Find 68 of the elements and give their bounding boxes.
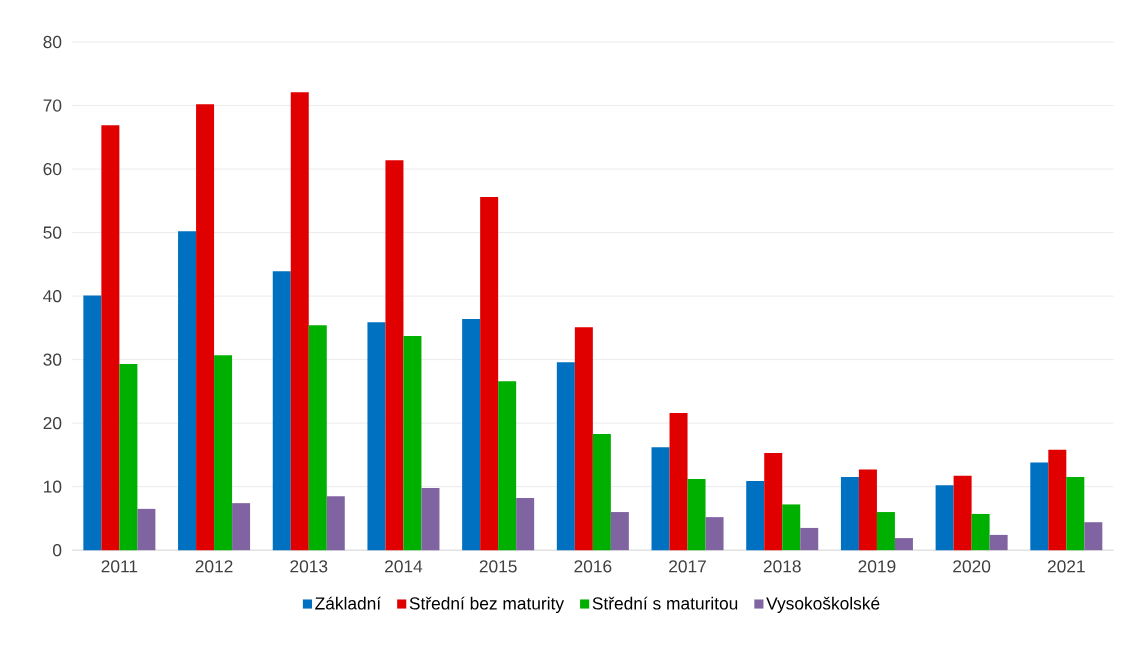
y-tick-label: 80 (43, 35, 62, 49)
bar (272, 271, 291, 551)
y-tick-label: 70 (43, 99, 62, 112)
y-tick-label: 50 (43, 226, 62, 239)
bar (119, 363, 138, 551)
bar (196, 104, 215, 551)
x-tick-label: 2016 (574, 560, 612, 573)
legend-label: Střední bez maturity (409, 596, 565, 613)
x-tick-label: 2013 (290, 560, 328, 573)
bar (610, 511, 629, 551)
x-tick-label: 2019 (858, 560, 896, 573)
bar (326, 496, 345, 551)
bar (746, 480, 765, 551)
bar (178, 231, 197, 551)
x-tick-label: 2020 (953, 560, 991, 573)
bar (840, 477, 859, 551)
bar (782, 504, 801, 551)
bar (705, 517, 724, 551)
x-tick-label: 2011 (101, 560, 138, 573)
bar (367, 322, 386, 551)
y-tick-label: 30 (43, 353, 62, 366)
bar (421, 487, 440, 551)
bar (971, 513, 990, 551)
bar (935, 485, 954, 551)
bar (651, 447, 670, 551)
bar (1066, 477, 1085, 551)
x-tick-label: 2018 (763, 560, 801, 573)
bar (858, 469, 877, 551)
bar (480, 196, 499, 551)
y-tick-label: 60 (43, 162, 62, 176)
bar (574, 327, 593, 551)
bar (894, 537, 913, 551)
bar (232, 503, 251, 551)
legend-label: Základní (315, 596, 382, 610)
x-tick-label: 2017 (669, 560, 706, 573)
bar (214, 355, 233, 551)
y-tick-label: 40 (43, 289, 62, 303)
bar (462, 318, 481, 551)
bar (1048, 449, 1067, 551)
x-tick-label: 2012 (195, 560, 233, 573)
y-tick-label: 20 (43, 416, 62, 430)
x-tick-label: 2014 (385, 560, 423, 573)
bar (1030, 462, 1049, 551)
legend-label: Střední s maturitou (592, 596, 738, 610)
y-tick-label: 10 (44, 480, 62, 493)
bar (592, 433, 611, 551)
bar (101, 125, 120, 551)
x-tick-label: 2021 (1047, 560, 1085, 573)
bar (83, 295, 102, 551)
bar (800, 527, 819, 551)
bar (989, 534, 1008, 551)
bar (290, 92, 309, 551)
bar (556, 362, 575, 551)
bar (687, 478, 706, 551)
bar (516, 497, 535, 551)
bar (876, 511, 895, 551)
bar (669, 412, 688, 551)
x-tick-label: 2015 (479, 560, 517, 573)
legend-label: Vysokoškolské (766, 596, 880, 613)
bar (764, 452, 783, 551)
bar (308, 325, 327, 551)
bar (403, 336, 422, 551)
bar (953, 475, 972, 551)
bar (137, 508, 156, 551)
bar (498, 381, 517, 551)
bar (1084, 522, 1103, 551)
bar (385, 160, 404, 551)
y-tick-label: 0 (53, 543, 62, 557)
